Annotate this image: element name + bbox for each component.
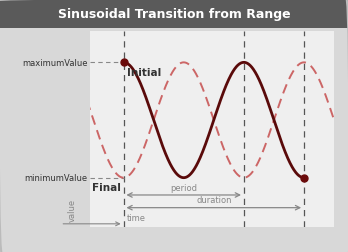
Text: minimumValue: minimumValue [24,173,87,182]
Text: Initial: Initial [127,68,161,78]
Text: time: time [127,213,145,222]
Text: Sinusoidal Transition from Range: Sinusoidal Transition from Range [58,8,290,21]
Text: period: period [170,183,197,192]
Text: Final: Final [92,182,120,193]
Text: duration: duration [196,196,231,204]
Text: value: value [68,198,77,221]
Text: maximumValue: maximumValue [22,59,87,68]
